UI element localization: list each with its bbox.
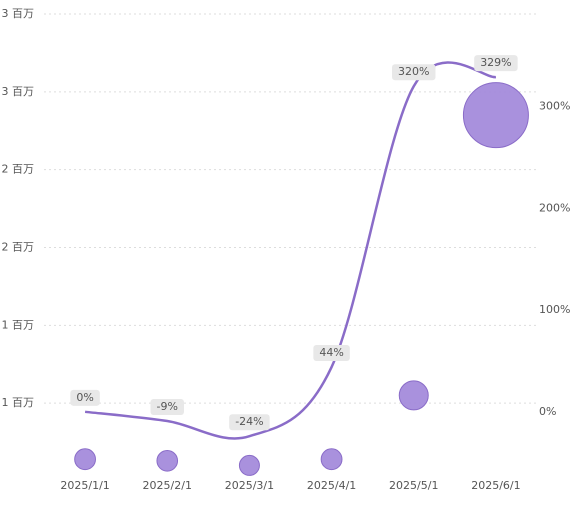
x-tick-label: 2025/3/1 (225, 479, 274, 492)
bubble (238, 454, 260, 476)
x-tick-label: 2025/1/1 (60, 479, 109, 492)
y-tick-label: 2 百万 (2, 241, 35, 254)
data-label-box (392, 64, 436, 81)
x-tick-label: 2025/5/1 (389, 479, 438, 492)
data-label: 0% (76, 391, 93, 404)
y2-tick-label: 0% (539, 405, 556, 418)
line (84, 61, 497, 440)
data-label-box (474, 55, 518, 72)
y-tick-label: 3 百万 (2, 85, 35, 98)
y2-tick-label: 100% (539, 303, 570, 316)
bubble (398, 380, 429, 411)
data-label-box (150, 398, 184, 415)
data-label: -24% (235, 415, 263, 428)
bubble (462, 82, 529, 149)
data-label-box (229, 414, 270, 431)
data-label-box (70, 389, 100, 406)
data-label: -9% (157, 400, 178, 413)
data-label: 320% (398, 65, 429, 78)
data-label: 329% (480, 56, 511, 69)
bubble (156, 449, 179, 472)
x-tick-label: 2025/4/1 (307, 479, 356, 492)
y-tick-label: 3 百万 (2, 7, 35, 20)
x-tick-label: 2025/2/1 (143, 479, 192, 492)
data-label-box (313, 345, 350, 362)
y-tick-label: 2 百万 (2, 163, 35, 176)
bubble (74, 448, 96, 471)
y2-tick-label: 300% (539, 100, 570, 113)
data-label: 44% (319, 346, 343, 359)
y2-tick-label: 200% (539, 201, 570, 214)
bubble (320, 448, 343, 471)
x-tick-label: 2025/6/1 (471, 479, 520, 492)
y-tick-label: 1 百万 (2, 396, 35, 409)
y-tick-label: 1 百万 (2, 318, 35, 331)
